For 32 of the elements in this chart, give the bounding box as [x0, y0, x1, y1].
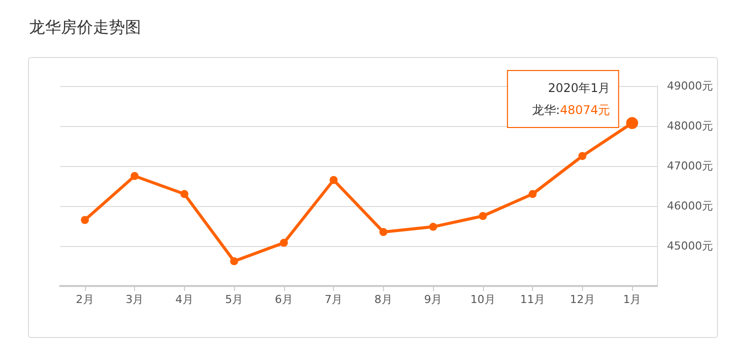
point: [528, 190, 537, 198]
point: [478, 212, 487, 220]
x-tick-label: 8月: [374, 293, 392, 306]
point: [130, 172, 139, 180]
point: [578, 152, 586, 160]
x-tick-label: 12月: [570, 293, 595, 306]
point: [280, 238, 288, 247]
chart-title: 龙华房价走势图: [29, 18, 141, 36]
x-tick-label: 3月: [126, 293, 144, 306]
x-tick-label: 4月: [175, 293, 194, 306]
point: [429, 222, 438, 231]
point: [230, 257, 238, 266]
point: [180, 190, 188, 198]
point: [80, 216, 89, 224]
x-tick-label: 9月: [424, 293, 442, 306]
x-tick-label: 6月: [274, 293, 293, 306]
y-tick-label: 48000元: [667, 120, 713, 132]
x-tick-label: 2月: [76, 293, 94, 306]
x-tick-label: 7月: [324, 293, 343, 306]
point: [330, 176, 338, 184]
y-tick-label: 46000元: [667, 200, 713, 212]
y-tick-label: 47000元: [667, 160, 713, 172]
x-tick-label: 1月: [623, 293, 642, 306]
point: [379, 228, 388, 236]
text: 龙华:: [532, 103, 560, 118]
x-tick-label: 5月: [225, 293, 244, 306]
x-tick-label: 10月: [470, 293, 496, 306]
y-tick-label: 45000元: [667, 240, 713, 252]
y-tick-label: 49000元: [667, 80, 713, 92]
x-tick-label: 11月: [520, 293, 546, 306]
data-label: 48074元: [560, 103, 610, 118]
annotation: 2020年1月: [548, 81, 610, 96]
